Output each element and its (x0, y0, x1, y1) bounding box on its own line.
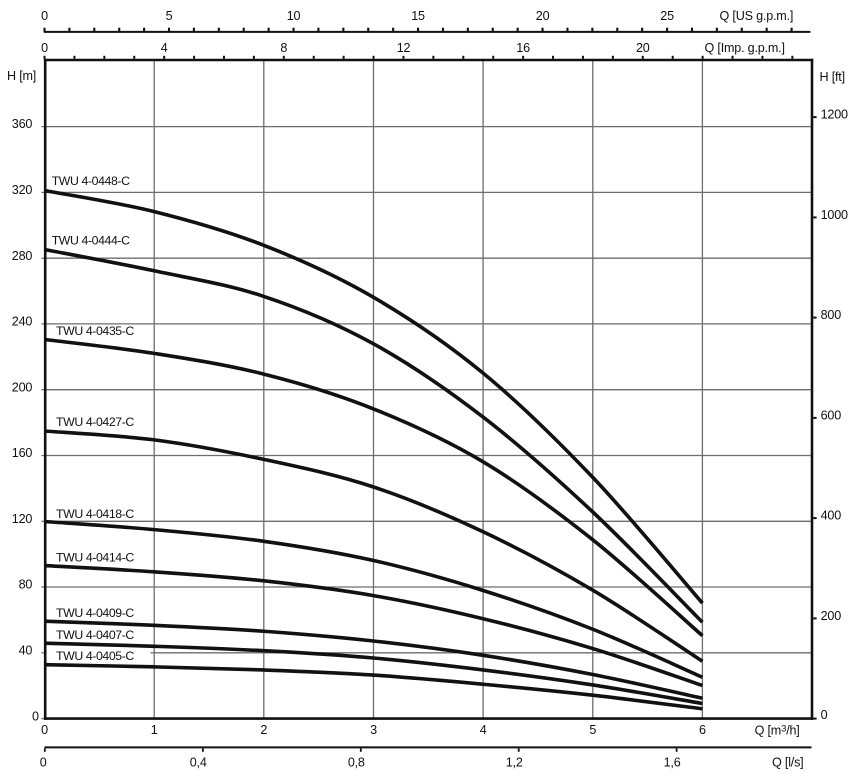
svg-text:5: 5 (166, 9, 173, 23)
svg-text:80: 80 (19, 578, 33, 592)
svg-text:TWU 4-0414-C: TWU 4-0414-C (56, 550, 134, 564)
svg-text:0,8: 0,8 (348, 756, 365, 770)
svg-text:H [ft]: H [ft] (820, 70, 845, 84)
svg-text:200: 200 (12, 380, 33, 394)
svg-text:1: 1 (151, 723, 158, 737)
svg-text:1000: 1000 (821, 208, 848, 222)
svg-text:280: 280 (12, 249, 33, 263)
svg-text:40: 40 (19, 643, 33, 657)
svg-text:4: 4 (161, 41, 168, 55)
svg-text:8: 8 (280, 41, 287, 55)
svg-text:6: 6 (699, 723, 706, 737)
svg-text:1,2: 1,2 (506, 756, 523, 770)
svg-text:0: 0 (41, 41, 48, 55)
svg-text:25: 25 (660, 9, 674, 23)
svg-text:600: 600 (821, 409, 842, 423)
svg-text:0: 0 (32, 709, 39, 723)
svg-text:TWU 4-0427-C: TWU 4-0427-C (56, 415, 134, 429)
svg-text:TWU 4-0418-C: TWU 4-0418-C (56, 507, 134, 521)
svg-text:0: 0 (41, 9, 48, 23)
svg-text:TWU 4-0405-C: TWU 4-0405-C (56, 649, 134, 663)
svg-text:Q [US g.p.m.]: Q [US g.p.m.] (720, 9, 794, 23)
svg-text:360: 360 (12, 117, 33, 131)
svg-text:1200: 1200 (821, 108, 848, 122)
svg-text:3: 3 (370, 723, 377, 737)
svg-text:12: 12 (397, 41, 411, 55)
svg-text:0: 0 (41, 723, 48, 737)
svg-text:1,6: 1,6 (664, 756, 681, 770)
svg-text:Q [Imp. g.p.m.]: Q [Imp. g.p.m.] (705, 41, 785, 55)
svg-text:10: 10 (287, 9, 301, 23)
svg-text:120: 120 (12, 512, 33, 526)
svg-text:4: 4 (480, 723, 487, 737)
svg-text:160: 160 (12, 446, 33, 460)
svg-text:TWU 4-0407-C: TWU 4-0407-C (56, 628, 134, 642)
svg-text:0: 0 (40, 756, 47, 770)
svg-text:800: 800 (821, 308, 842, 322)
svg-text:400: 400 (821, 509, 842, 523)
svg-text:20: 20 (536, 9, 550, 23)
svg-text:16: 16 (516, 41, 530, 55)
svg-text:Q [l/s]: Q [l/s] (772, 756, 804, 770)
svg-text:TWU 4-0444-C: TWU 4-0444-C (52, 234, 130, 248)
svg-text:320: 320 (12, 183, 33, 197)
svg-text:240: 240 (12, 315, 33, 329)
svg-text:2: 2 (260, 723, 267, 737)
svg-text:0,4: 0,4 (190, 756, 207, 770)
svg-text:20: 20 (636, 41, 650, 55)
svg-text:TWU 4-0435-C: TWU 4-0435-C (56, 324, 134, 338)
svg-text:15: 15 (411, 9, 425, 23)
svg-text:0: 0 (821, 708, 828, 722)
svg-text:200: 200 (821, 609, 842, 623)
svg-text:H [m]: H [m] (7, 69, 36, 83)
svg-text:Q [m3/h]: Q [m3/h] (755, 723, 800, 737)
svg-text:5: 5 (589, 723, 596, 737)
svg-text:TWU 4-0409-C: TWU 4-0409-C (56, 606, 134, 620)
svg-text:TWU 4-0448-C: TWU 4-0448-C (52, 174, 130, 188)
